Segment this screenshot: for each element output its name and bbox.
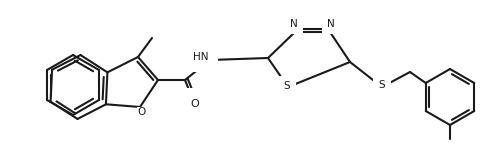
Text: O: O xyxy=(191,99,199,109)
Text: O: O xyxy=(137,107,145,117)
Text: N: N xyxy=(290,19,298,29)
Text: HN: HN xyxy=(193,52,208,62)
Text: S: S xyxy=(284,81,290,91)
Text: N: N xyxy=(327,19,335,29)
Text: S: S xyxy=(378,80,385,90)
